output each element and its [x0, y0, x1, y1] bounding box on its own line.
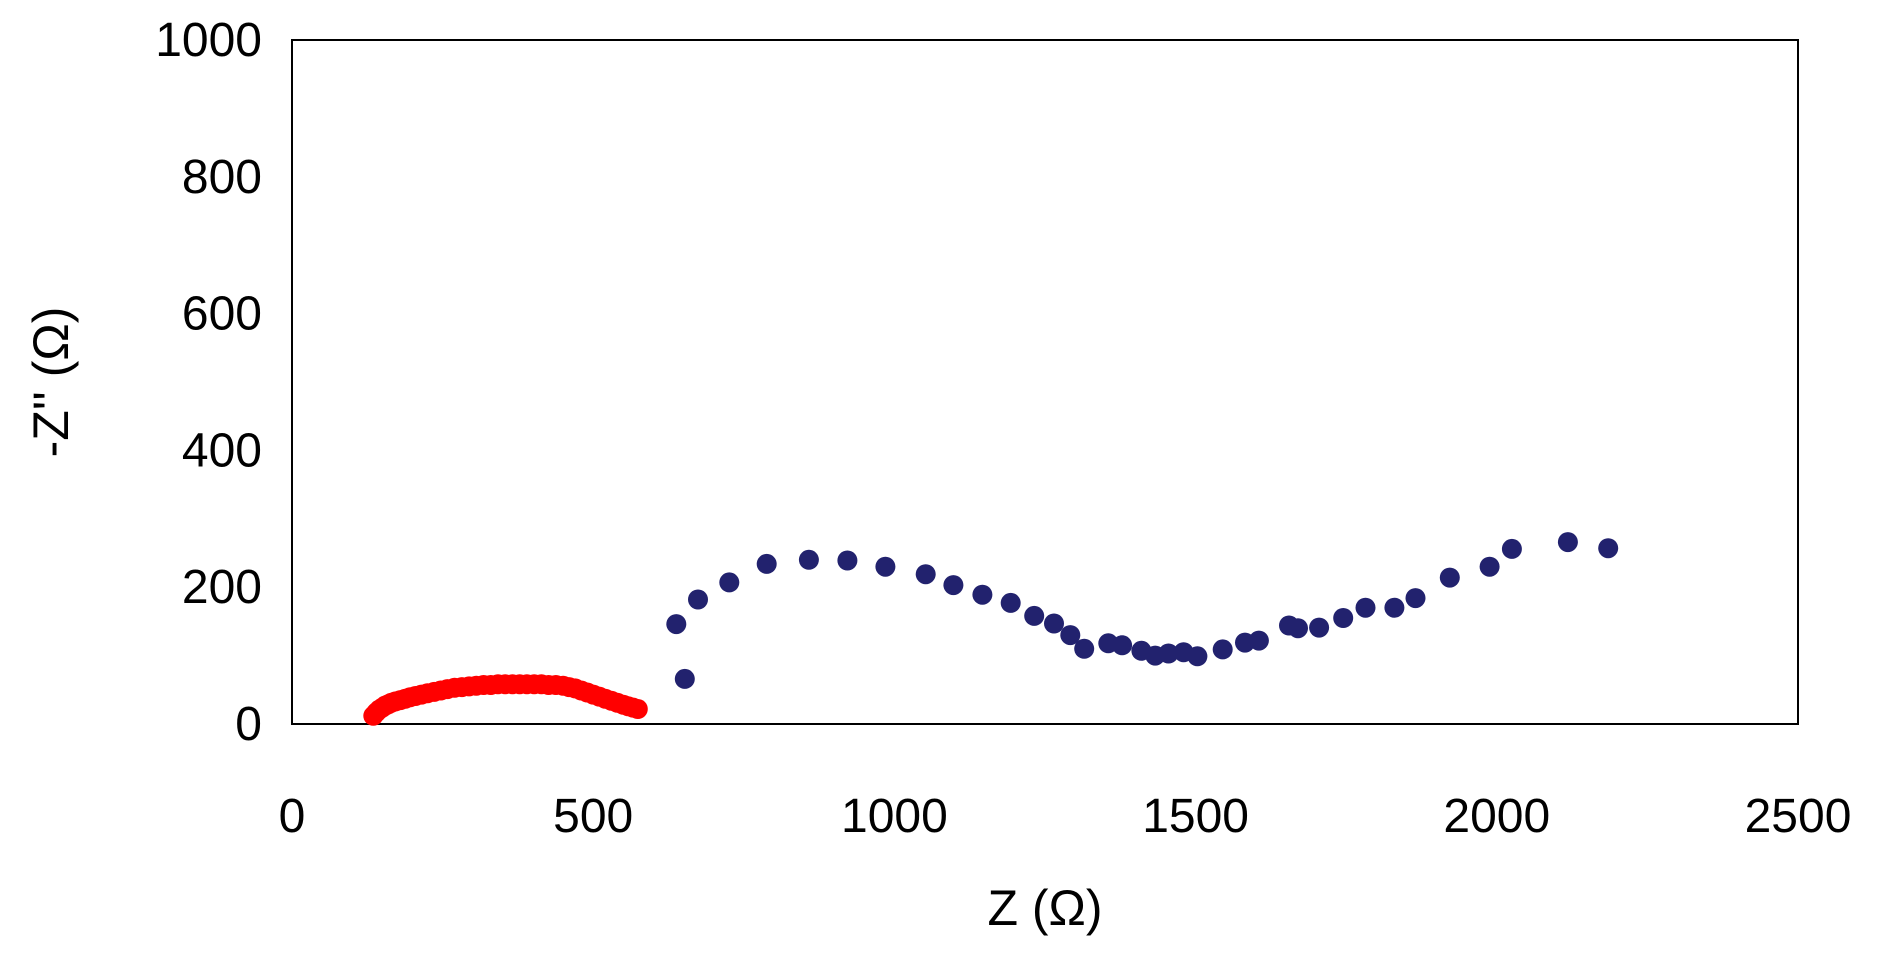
y-tick-label: 400	[182, 424, 262, 477]
x-tick-labels: 0 500 1000 1500 2000 2500	[279, 790, 1852, 843]
series-2-point	[1501, 538, 1522, 559]
series-2-point	[1044, 613, 1064, 634]
series-2-point	[915, 564, 936, 585]
series-2-point	[1158, 643, 1179, 664]
x-axis-title: Z (Ω)	[987, 880, 1102, 936]
series-2-point	[1074, 638, 1095, 659]
series-2-point	[1060, 625, 1081, 646]
series-2-point	[1112, 635, 1133, 656]
x-tick-label: 2000	[1443, 790, 1550, 843]
series-2-point	[666, 614, 687, 635]
x-tick-label: 0	[279, 790, 306, 843]
series-2-point	[798, 549, 819, 570]
x-tick-label: 2500	[1745, 790, 1852, 843]
series-2-point	[719, 572, 740, 593]
x-tick-label: 1500	[1142, 790, 1249, 843]
x-tick-label: 1000	[841, 790, 948, 843]
series-2-point	[1309, 617, 1330, 638]
data-points	[363, 532, 1619, 726]
series-2-point	[1212, 639, 1233, 660]
y-tick-label: 800	[182, 151, 262, 204]
y-tick-label: 1000	[155, 14, 262, 67]
series-2-point	[875, 556, 896, 577]
series-2-point	[1384, 597, 1405, 618]
series-1-point	[627, 699, 648, 719]
series-2-point	[1000, 592, 1021, 613]
plot-frame	[291, 39, 1799, 725]
series-2-point	[972, 584, 993, 605]
series-2-point	[756, 553, 777, 574]
series-2-point	[1598, 538, 1619, 559]
series-2-point	[1248, 630, 1269, 651]
series-2-point	[837, 550, 858, 571]
series-2-point	[1288, 618, 1308, 639]
series-2-point	[688, 589, 708, 610]
series-2-point	[1557, 532, 1578, 553]
y-tick-label: 600	[182, 288, 262, 341]
series-2-point	[674, 668, 695, 689]
y-axis-title: -Z'' (Ω)	[23, 307, 79, 458]
series-2-point	[1405, 588, 1426, 609]
y-tick-labels: 0 200 400 600 800 1000	[155, 14, 262, 751]
series-2-point	[1439, 567, 1460, 588]
series-2-point	[1479, 556, 1500, 577]
y-tick-label: 0	[235, 698, 262, 751]
y-tick-label: 200	[182, 561, 262, 614]
series-2-point	[1024, 605, 1045, 626]
series-2-point	[943, 575, 964, 596]
series-2-point	[1333, 608, 1354, 628]
x-tick-label: 500	[553, 790, 633, 843]
series-2-point	[1187, 646, 1208, 667]
series-2-point	[1355, 597, 1376, 618]
